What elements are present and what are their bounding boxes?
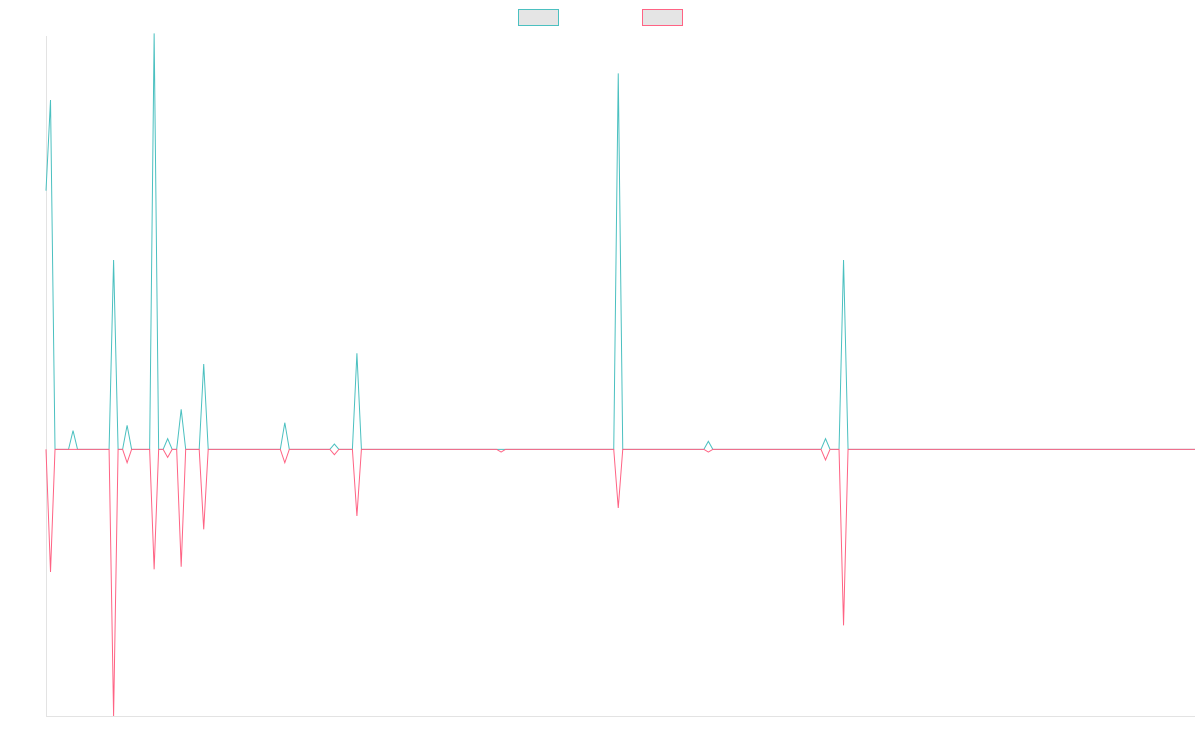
chart-legend <box>518 9 683 26</box>
series-2-point-22[interactable] <box>283 461 287 465</box>
series-2-point-38[interactable] <box>621 447 625 451</box>
series-1-point-10[interactable] <box>125 423 129 427</box>
series-2-point-23[interactable] <box>287 447 291 451</box>
series-2-point-5[interactable] <box>116 447 120 451</box>
series-1-point-28[interactable] <box>332 442 336 446</box>
series-2-point-8[interactable] <box>130 447 134 451</box>
series-1-point-19[interactable] <box>179 407 183 411</box>
series-1-point-25[interactable] <box>283 421 287 425</box>
series-2-point-25[interactable] <box>332 453 336 457</box>
series-1-point-43[interactable] <box>706 439 710 443</box>
series-2-point-4[interactable] <box>112 714 116 718</box>
series-2-point-33[interactable] <box>495 447 499 451</box>
series-1-point-46[interactable] <box>824 437 828 441</box>
series-2-point-7[interactable] <box>125 461 129 465</box>
series-2-point-3[interactable] <box>107 447 111 451</box>
series-2-point-24[interactable] <box>328 447 332 451</box>
series-1-point-1[interactable] <box>49 98 53 102</box>
series-2-point-47[interactable] <box>846 447 850 451</box>
series-2-point-37[interactable] <box>616 506 620 510</box>
series-1-point-22[interactable] <box>202 362 206 366</box>
series-2-point-45[interactable] <box>837 447 841 451</box>
series-2-point-9[interactable] <box>148 447 152 451</box>
series-2-point-13[interactable] <box>166 455 170 459</box>
series-2-point-27[interactable] <box>350 447 354 451</box>
series-2-point-26[interactable] <box>337 447 341 451</box>
series-2-point-32[interactable] <box>377 447 381 451</box>
series-2-point-48[interactable] <box>1193 447 1197 451</box>
series-2-point-40[interactable] <box>706 450 710 454</box>
series-2-point-29[interactable] <box>359 447 363 451</box>
series-1-point-31[interactable] <box>355 351 359 355</box>
series-2-point-2[interactable] <box>53 447 57 451</box>
series-line-1 <box>45 33 1195 450</box>
series-2-point-44[interactable] <box>828 447 832 451</box>
series-2-point-6[interactable] <box>121 447 125 451</box>
series-2-point-28[interactable] <box>355 514 359 518</box>
series-1-point-7[interactable] <box>112 258 116 262</box>
series-2-point-19[interactable] <box>202 527 206 531</box>
series-2-point-39[interactable] <box>702 447 706 451</box>
series-2-point-15[interactable] <box>175 447 179 451</box>
series-2-point-16[interactable] <box>179 565 183 569</box>
series-2-point-1[interactable] <box>49 570 53 574</box>
series-2-point-0[interactable] <box>44 447 48 451</box>
series-2-point-34[interactable] <box>499 450 503 454</box>
series-2-point-17[interactable] <box>184 447 188 451</box>
series-2-point-10[interactable] <box>152 567 156 571</box>
series-2-point-42[interactable] <box>819 447 823 451</box>
series-2-point-43[interactable] <box>824 458 828 462</box>
series-2-point-46[interactable] <box>842 623 846 627</box>
series-1-point-4[interactable] <box>71 429 75 433</box>
series-2-point-21[interactable] <box>278 447 282 451</box>
legend-swatch-1[interactable] <box>518 9 559 26</box>
series-2-point-41[interactable] <box>711 447 715 451</box>
series-1-point-16[interactable] <box>166 437 170 441</box>
series-2-point-31[interactable] <box>373 447 377 451</box>
series-2-point-14[interactable] <box>170 447 174 451</box>
series-2-point-36[interactable] <box>612 447 616 451</box>
series-1-point-49[interactable] <box>842 258 846 262</box>
plot-area <box>44 31 1197 718</box>
series-2-point-12[interactable] <box>161 447 165 451</box>
legend-swatch-2[interactable] <box>642 9 683 26</box>
series-line-2 <box>45 448 1195 717</box>
series-2-point-11[interactable] <box>157 447 161 451</box>
series-2-point-20[interactable] <box>206 447 210 451</box>
series-1-point-40[interactable] <box>616 71 620 75</box>
series-1-point-0[interactable] <box>44 189 48 193</box>
series-2-point-30[interactable] <box>368 447 372 451</box>
series-2-point-35[interactable] <box>504 447 508 451</box>
series-2-point-18[interactable] <box>197 447 201 451</box>
series-1-point-13[interactable] <box>152 31 156 35</box>
